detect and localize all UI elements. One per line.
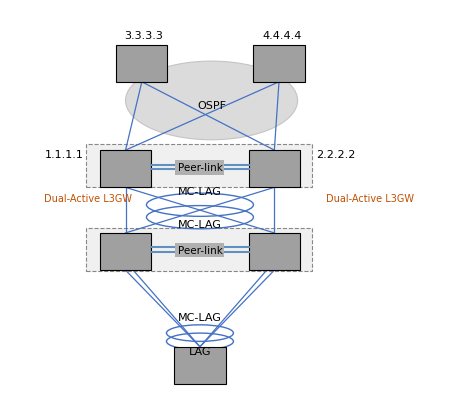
Text: 1.1.1.1: 1.1.1.1 bbox=[45, 150, 84, 160]
Bar bbox=[249, 151, 300, 188]
Text: MC-LAG: MC-LAG bbox=[178, 187, 222, 197]
Bar bbox=[86, 228, 312, 271]
Bar bbox=[100, 233, 151, 271]
Text: 3.3.3.3: 3.3.3.3 bbox=[125, 31, 164, 41]
Text: OSPF: OSPF bbox=[197, 100, 226, 110]
Text: LAG: LAG bbox=[189, 346, 211, 356]
Text: MC-LAG: MC-LAG bbox=[178, 220, 222, 230]
Bar bbox=[100, 151, 151, 188]
Text: 4.4.4.4: 4.4.4.4 bbox=[263, 31, 302, 41]
Bar bbox=[253, 45, 305, 83]
Text: 2.2.2.2: 2.2.2.2 bbox=[316, 150, 356, 160]
Text: Dual-Active L3GW: Dual-Active L3GW bbox=[326, 193, 413, 203]
Bar bbox=[249, 233, 300, 271]
Text: Dual-Active L3GW: Dual-Active L3GW bbox=[44, 193, 132, 203]
Bar bbox=[116, 45, 167, 83]
Ellipse shape bbox=[126, 62, 298, 140]
Bar bbox=[86, 145, 312, 188]
Text: Peer-link: Peer-link bbox=[178, 246, 222, 256]
Bar bbox=[174, 347, 226, 384]
Text: Peer-link: Peer-link bbox=[178, 163, 222, 173]
Text: MC-LAG: MC-LAG bbox=[178, 312, 222, 322]
